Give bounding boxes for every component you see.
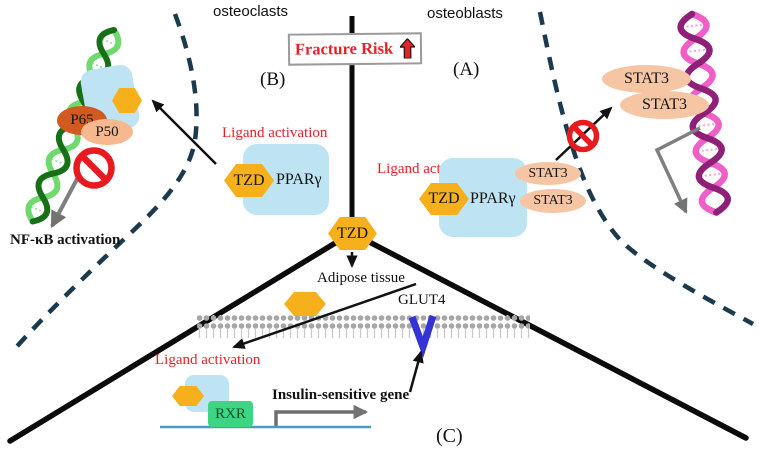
stat3-dna-1-label: STAT3 bbox=[624, 70, 669, 87]
osteoclast-complex-arrow bbox=[151, 99, 217, 165]
stat3-bound-2-label: STAT3 bbox=[533, 193, 573, 208]
stat3-prohibition-icon bbox=[566, 119, 600, 153]
gene-tzd-hexagon bbox=[172, 386, 204, 406]
nfkb-tzd-hexagon bbox=[112, 88, 142, 113]
osteoclast-tzd-hexagon: TZD bbox=[224, 164, 274, 197]
osteoblasts-label: osteoblasts bbox=[427, 5, 503, 22]
nfkb-prohibition-icon bbox=[73, 147, 115, 189]
cell-membrane bbox=[197, 315, 530, 338]
fracture-risk-banner: Fracture Risk bbox=[287, 32, 423, 66]
osteoclast-ppar-gamma-label: PPARγ bbox=[276, 171, 322, 188]
osteoblast-tzd-hexagon: TZD bbox=[419, 183, 469, 215]
stat3-dna-1: STAT3 bbox=[602, 65, 691, 93]
p50-subunit: P50 bbox=[81, 119, 133, 145]
stat3-bound-2: STAT3 bbox=[520, 189, 586, 213]
stat3-dna-2-label: STAT3 bbox=[642, 96, 687, 113]
osteoclast-ligand-activation-label: Ligand activation bbox=[222, 125, 328, 141]
panel-a-label: (A) bbox=[453, 59, 480, 80]
p50-label: P50 bbox=[95, 123, 119, 140]
adipose-tissue-label: Adipose tissue bbox=[317, 270, 405, 286]
glut4-label: GLUT4 bbox=[398, 292, 446, 308]
nfkb-activation-label: NF-κB activation bbox=[10, 232, 121, 248]
stat3-blocked-arrow bbox=[654, 126, 701, 214]
fracture-risk-up-arrow-icon bbox=[400, 38, 416, 59]
osteoclasts-label: osteoclasts bbox=[213, 3, 289, 20]
stat3-bound-1-label: STAT3 bbox=[528, 165, 568, 181]
left-branch-line bbox=[7, 231, 353, 444]
gene-to-glut4-arrow bbox=[408, 350, 424, 393]
adipose-ligand-activation-label: Ligand activation bbox=[155, 352, 261, 368]
membrane-to-ligand-arrow bbox=[232, 282, 417, 349]
rxr-box: RXR bbox=[208, 401, 253, 427]
osteoblast-boundary-dashed-line bbox=[537, 11, 755, 326]
osteoblast-ppar-gamma-label: PPARγ bbox=[470, 190, 516, 207]
right-branch-line bbox=[351, 231, 749, 441]
panel-c-label: (C) bbox=[436, 425, 463, 447]
central-tzd-label: TZD bbox=[336, 224, 369, 242]
transcription-start-arrow bbox=[274, 404, 369, 426]
glut4-transporter-icon bbox=[408, 314, 437, 358]
fracture-risk-text: Fracture Risk bbox=[294, 38, 394, 59]
membrane-tzd-hexagon bbox=[284, 292, 326, 316]
stat3-bound-1: STAT3 bbox=[515, 162, 581, 185]
osteoclast-boundary-dashed-line bbox=[10, 13, 199, 354]
osteoclast-tzd-label: TZD bbox=[233, 171, 265, 189]
stat3-dna-helix bbox=[677, 10, 731, 216]
insulin-sensitive-gene-label: Insulin-sensitive gene bbox=[272, 387, 410, 403]
rxr-label: RXR bbox=[215, 405, 246, 422]
central-tzd-hexagon: TZD bbox=[328, 217, 377, 250]
panel-b-label: (B) bbox=[260, 69, 286, 90]
stat3-dna-2: STAT3 bbox=[620, 91, 709, 119]
osteoblast-tzd-label: TZD bbox=[428, 190, 460, 207]
